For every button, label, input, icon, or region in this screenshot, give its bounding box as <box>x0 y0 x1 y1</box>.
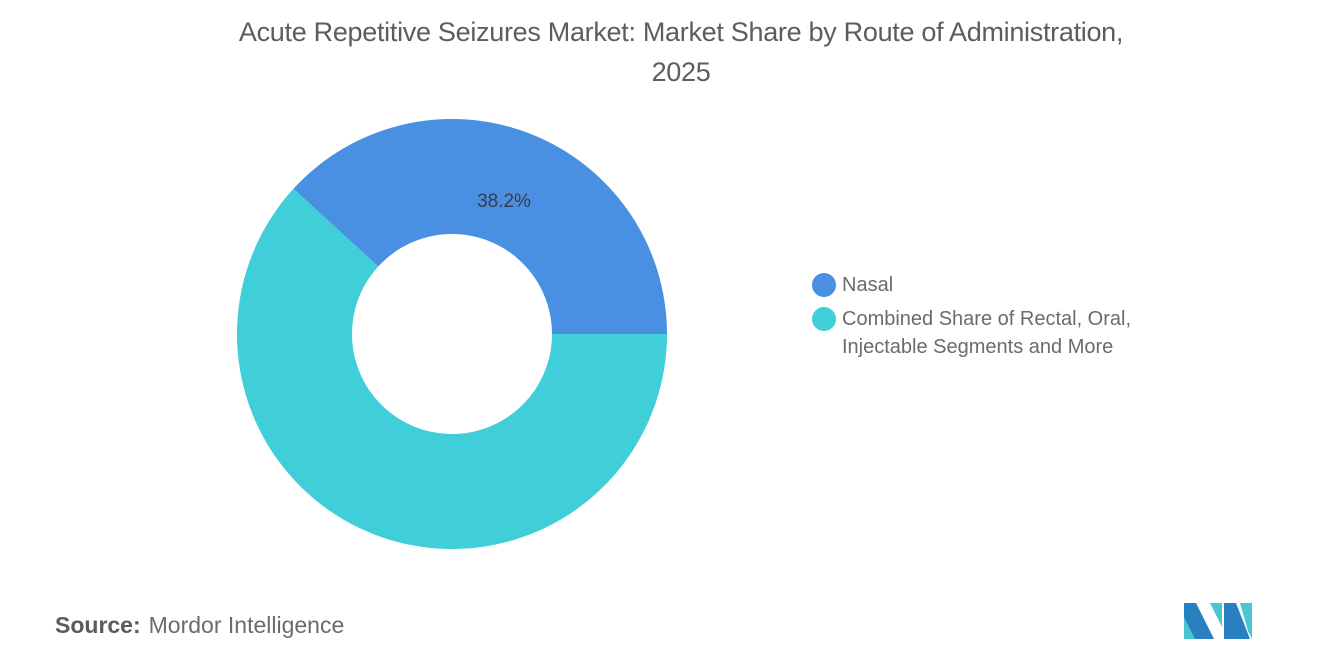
slice-nasal[interactable] <box>293 118 667 334</box>
legend-item-combined[interactable]: Combined Share of Rectal, Oral, Injectab… <box>812 305 1131 361</box>
legend-dot-icon <box>812 273 836 297</box>
slice-combined[interactable] <box>236 188 667 549</box>
source-note: Source: Mordor Intelligence <box>55 612 344 639</box>
legend-label-line1: Combined Share of Rectal, Oral, <box>842 308 1132 330</box>
legend-label-line2: Injectable Segments and More <box>842 336 1114 358</box>
chart-title-line1: Acute Repetitive Seizures Market: Market… <box>238 17 1124 47</box>
slice-label-nasal: 38.2% <box>477 191 531 212</box>
legend-item-nasal[interactable]: Nasal <box>812 271 1131 299</box>
mordor-logo-icon <box>1184 603 1252 639</box>
legend: Nasal Combined Share of Rectal, Oral, In… <box>812 271 1131 367</box>
chart-title-line2: 2025 <box>651 57 711 87</box>
chart-title: Acute Repetitive Seizures Market: Market… <box>0 12 1320 92</box>
legend-dot-icon <box>812 307 836 331</box>
source-label: Source: <box>55 612 141 638</box>
source-value: Mordor Intelligence <box>148 612 345 638</box>
legend-label: Nasal <box>842 274 894 296</box>
legend-label: Combined Share of Rectal, Oral, Injectab… <box>842 305 1131 361</box>
